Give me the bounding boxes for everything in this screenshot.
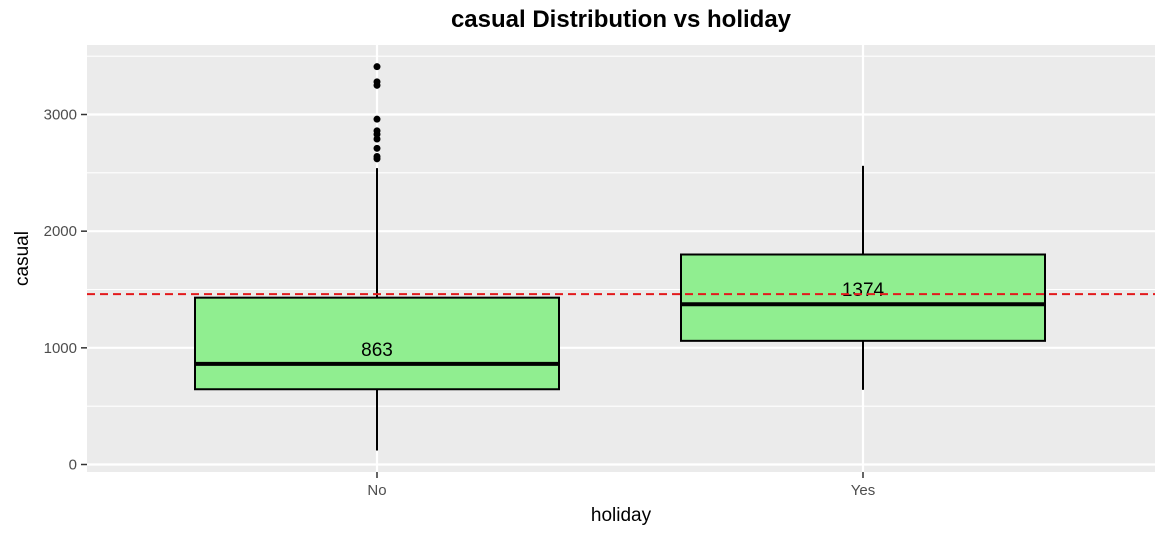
iqr-box xyxy=(680,253,1046,342)
median-label: 863 xyxy=(361,340,393,361)
outlier-point xyxy=(373,153,381,160)
y-tick-label: 1000 xyxy=(44,340,77,357)
x-axis: No Yes xyxy=(367,472,875,499)
chart-title: casual Distribution vs holiday xyxy=(450,6,792,33)
y-axis-title: casual xyxy=(12,231,33,286)
y-axis: 0 1000 2000 3000 xyxy=(44,107,87,474)
iqr-box xyxy=(194,296,560,391)
y-tick-label: 2000 xyxy=(44,223,77,240)
x-tick-label: No xyxy=(367,482,386,499)
x-tick-label: Yes xyxy=(851,482,875,499)
median-label: 1374 xyxy=(842,280,885,301)
x-axis-title: holiday xyxy=(591,505,652,526)
outlier-point xyxy=(373,144,381,152)
y-tick-label: 3000 xyxy=(44,107,77,124)
boxes: 863 1374 xyxy=(194,63,1046,451)
outlier-point xyxy=(373,63,381,71)
box-yes: 1374 xyxy=(680,165,1046,390)
outlier-point xyxy=(373,78,381,86)
outlier-point xyxy=(373,115,381,123)
outlier-point xyxy=(373,127,381,135)
box-no: 863 xyxy=(194,63,560,451)
y-tick-label: 0 xyxy=(69,457,77,474)
